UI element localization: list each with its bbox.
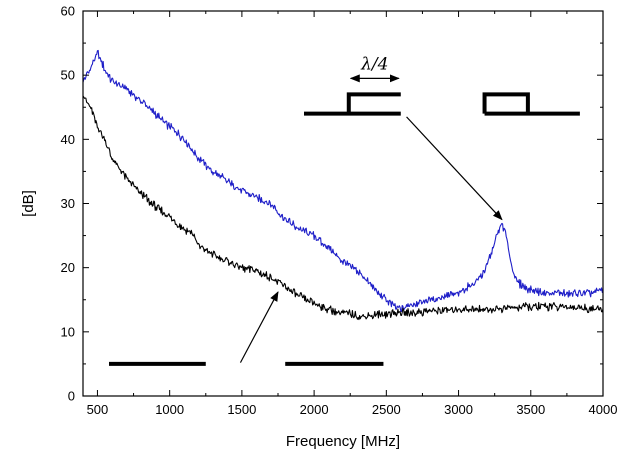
plot-area	[82, 49, 604, 321]
axes: 500 1000 1500 2000 2500 3000 3500 4000 0 10 20 30 40…	[61, 4, 618, 418]
y-tick-label: 10	[61, 324, 75, 339]
x-axis-title: Frequency [MHz]	[286, 433, 400, 450]
x-tick-label: 1000	[155, 402, 184, 417]
y-axis-title: [dB]	[20, 190, 37, 217]
y-tick-label: 40	[61, 132, 75, 147]
y-tick-label: 60	[61, 4, 75, 19]
x-tick-label: 4000	[589, 402, 618, 417]
open-stub	[346, 92, 401, 114]
series-line-2	[82, 95, 604, 321]
pointer-arrow-2	[239, 291, 279, 363]
x-tick-label: 2000	[300, 402, 329, 417]
x-tick-label: 2500	[372, 402, 401, 417]
plot-frame	[82, 10, 604, 397]
pointer-arrow-1	[406, 116, 503, 221]
y-tick-label: 0	[68, 389, 75, 404]
x-tick-label: 3000	[444, 402, 473, 417]
closed-stub	[482, 92, 530, 114]
quarter-wave-label: λ/4	[360, 54, 388, 74]
x-tick-label: 1500	[227, 402, 256, 417]
series-line-1	[82, 49, 604, 313]
annotations: λ/4	[109, 54, 580, 366]
y-tick-label: 20	[61, 260, 75, 275]
y-tick-label: 50	[61, 68, 75, 83]
y-tick-label: 30	[61, 196, 75, 211]
x-tick-label: 3500	[516, 402, 545, 417]
x-tick-label: 500	[87, 402, 109, 417]
